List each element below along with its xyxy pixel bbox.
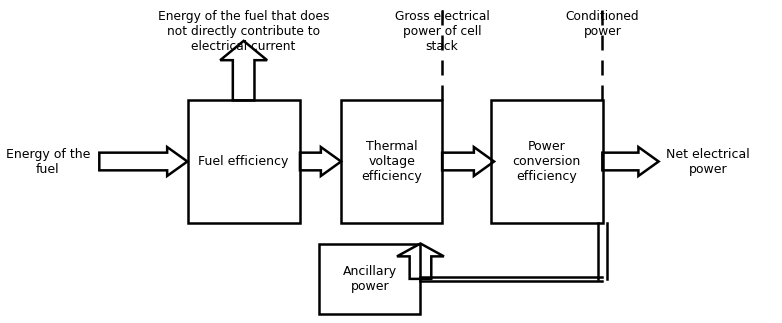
Bar: [341, 100, 442, 223]
Bar: [491, 100, 603, 223]
Bar: [319, 244, 421, 314]
Text: Gross electrical
power of cell
stack: Gross electrical power of cell stack: [395, 10, 490, 53]
Text: Net electrical
power: Net electrical power: [665, 148, 750, 175]
Text: Energy of the fuel that does
not directly contribute to
electrical current: Energy of the fuel that does not directl…: [158, 10, 329, 53]
Text: Conditioned
power: Conditioned power: [565, 10, 639, 38]
Text: Power
conversion
efficiency: Power conversion efficiency: [513, 140, 581, 183]
Bar: [188, 100, 300, 223]
Text: Ancillary
power: Ancillary power: [343, 265, 397, 293]
Text: Energy of the
fuel: Energy of the fuel: [5, 148, 90, 175]
Text: Fuel efficiency: Fuel efficiency: [199, 155, 289, 168]
Text: Thermal
voltage
efficiency: Thermal voltage efficiency: [361, 140, 422, 183]
